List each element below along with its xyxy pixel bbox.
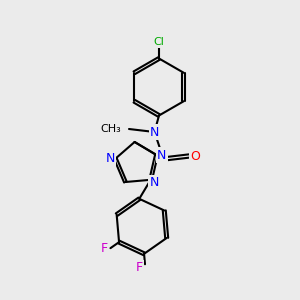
Text: O: O [190,149,200,163]
Text: F: F [101,242,108,255]
Text: F: F [135,261,142,274]
Text: Cl: Cl [154,37,164,47]
Text: CH₃: CH₃ [101,124,122,134]
Text: N: N [150,125,159,139]
Text: N: N [157,148,167,162]
Text: N: N [150,176,159,189]
Text: N: N [105,152,115,165]
